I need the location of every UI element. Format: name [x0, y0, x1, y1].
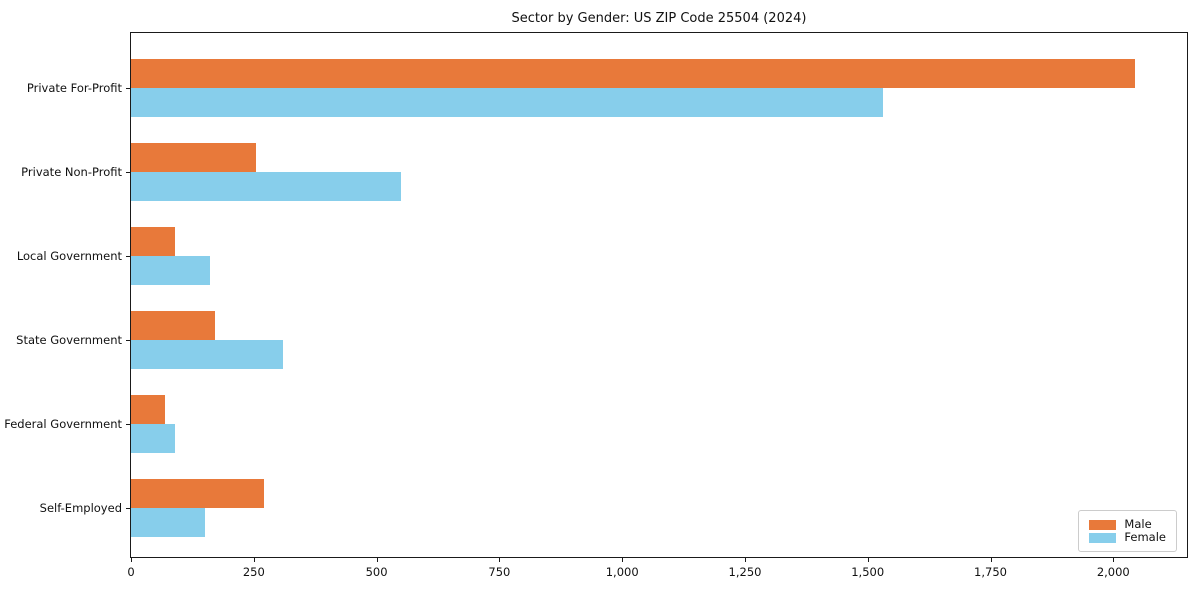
x-tick-mark — [376, 558, 378, 562]
legend-item-male: Male — [1089, 518, 1166, 531]
x-tick-label: 750 — [488, 565, 511, 579]
y-tick-mark — [126, 340, 130, 341]
legend: Male Female — [1078, 510, 1177, 552]
y-axis-label: Local Government — [16, 249, 122, 263]
y-axis-label: State Government — [16, 333, 122, 347]
y-tick-mark — [126, 424, 130, 425]
plot-area: Private For-Profit Private Non-Profit Loca… — [4, 33, 1187, 579]
legend-item-female: Female — [1089, 531, 1166, 544]
x-tick-label: 1,250 — [728, 565, 762, 579]
legend-label-male: Male — [1124, 517, 1152, 531]
x-tick-label: 2,000 — [1096, 565, 1130, 579]
bar-male-private-for-profit — [131, 59, 1136, 88]
legend-swatch-female — [1089, 532, 1117, 543]
bar-female-local-government — [131, 256, 210, 285]
chart-title: Sector by Gender: US ZIP Code 25504 (202… — [511, 11, 807, 26]
x-tick-label: 0 — [127, 565, 135, 579]
y-tick-mark — [126, 256, 130, 257]
x-tick-mark — [499, 558, 501, 562]
x-tick-mark — [253, 558, 255, 562]
x-tick-mark — [867, 558, 869, 562]
y-axis-label: Federal Government — [4, 417, 122, 431]
bar-male-state-government — [131, 311, 215, 340]
y-axis-label: Private For-Profit — [26, 81, 122, 95]
bar-female-federal-government — [131, 424, 176, 453]
legend-swatch-male — [1089, 519, 1117, 530]
bar-female-private-non-profit — [131, 172, 402, 201]
x-tick-mark — [622, 558, 624, 562]
bar-female-state-government — [131, 340, 284, 369]
bar-male-federal-government — [131, 395, 166, 424]
x-tick-label: 500 — [365, 565, 388, 579]
x-tick-label: 1,000 — [605, 565, 639, 579]
y-tick-mark — [126, 172, 130, 173]
y-tick-mark — [126, 508, 130, 509]
legend-label-female: Female — [1124, 530, 1166, 544]
x-tick-mark — [990, 558, 992, 562]
bar-female-private-for-profit — [131, 88, 883, 117]
y-axis-label: Private Non-Profit — [21, 165, 122, 179]
x-tick-mark — [1113, 558, 1115, 562]
x-tick-mark — [745, 558, 746, 562]
x-tick-label: 1,500 — [851, 565, 885, 579]
bar-female-self-employed — [131, 508, 205, 537]
y-axis-label: Self-Employed — [39, 501, 122, 515]
x-tick-label: 1,750 — [974, 565, 1007, 579]
legend-items: Male Female — [1089, 518, 1166, 544]
x-tick-label: 250 — [242, 565, 265, 579]
bar-male-private-non-profit — [131, 143, 257, 172]
x-tick-mark — [131, 558, 132, 562]
bar-male-local-government — [131, 227, 176, 256]
bar-male-self-employed — [131, 479, 264, 508]
y-tick-mark — [126, 88, 130, 89]
